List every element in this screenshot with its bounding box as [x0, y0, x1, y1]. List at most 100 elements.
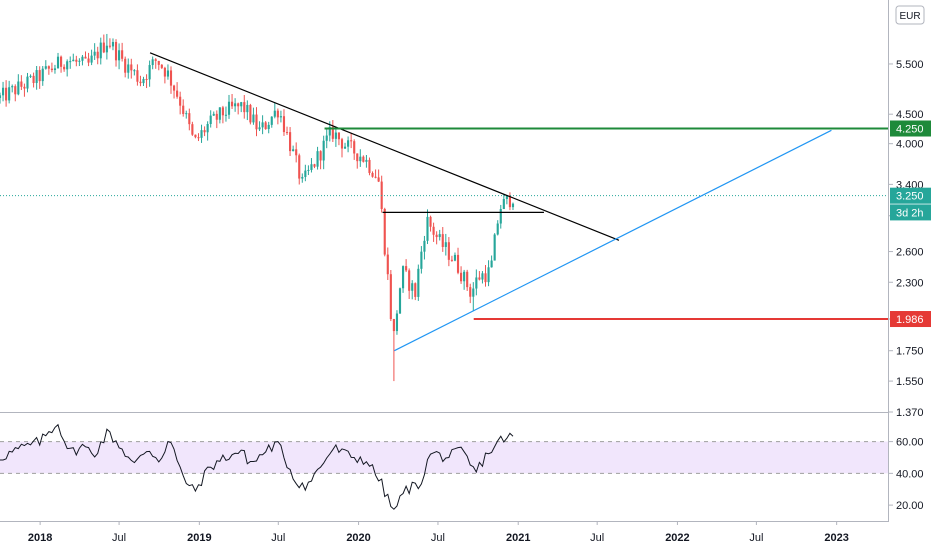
currency-button[interactable]: EUR: [895, 5, 925, 25]
currency-label: EUR: [899, 11, 920, 22]
candle-body: [463, 271, 466, 282]
candle-body: [279, 116, 282, 118]
candle-body: [508, 195, 512, 208]
candle-body: [237, 103, 240, 107]
candle-body: [496, 223, 499, 235]
candle-body: [163, 67, 166, 77]
price-scale-background: [889, 0, 932, 522]
price-tick-label: 1.750: [896, 346, 924, 358]
candle-body: [136, 70, 139, 82]
candle-body: [185, 113, 188, 115]
candle-body: [365, 159, 368, 162]
candle-body: [270, 116, 273, 125]
candle-body: [176, 90, 179, 97]
candle-body: [328, 126, 331, 136]
candle-body: [142, 78, 145, 84]
candle-body: [84, 56, 87, 59]
time-tick-label: 2023: [824, 532, 848, 544]
candle-body: [53, 68, 57, 71]
candle-body: [466, 271, 469, 288]
candle-body: [398, 288, 402, 314]
price-badges: 4.250 3.250 3d 2h 1.986: [890, 120, 931, 328]
time-axis[interactable]: 2018 Jul 2019 Jul 2020 Jul 2021 Jul 2022 Jul 2023: [28, 521, 849, 544]
candle-body: [401, 266, 405, 289]
candle-body: [371, 172, 374, 177]
candle-body: [389, 274, 392, 320]
candle-body: [44, 66, 47, 69]
candle-body: [26, 76, 29, 89]
candle-body: [124, 58, 127, 73]
candle-body: [362, 156, 365, 162]
candle-body: [148, 65, 151, 80]
candle-body: [481, 273, 484, 280]
candle-body: [444, 242, 447, 247]
price-panel[interactable]: [0, 33, 889, 382]
candle-body: [417, 268, 420, 297]
time-tick-label: 2021: [506, 532, 530, 544]
time-tick-label: Jul: [590, 532, 604, 544]
candle-body: [8, 87, 11, 101]
candle-body: [157, 60, 160, 65]
rsi-panel[interactable]: [0, 423, 889, 510]
rsi-axis[interactable]: 60.00 40.00 20.00: [889, 437, 924, 513]
rsi-line: [0, 423, 514, 510]
price-tick-label: 1.550: [896, 376, 924, 388]
candle-body: [179, 96, 182, 106]
candle-body: [87, 58, 90, 63]
candle-body: [105, 45, 108, 53]
candle-body: [456, 254, 460, 273]
candle-body: [282, 116, 286, 133]
candle-body: [130, 64, 133, 71]
support-trendline[interactable]: [394, 129, 832, 352]
candle-body: [261, 122, 264, 128]
time-tick-label: 2020: [346, 532, 370, 544]
candle-body: [420, 251, 423, 269]
candle-body: [197, 137, 200, 139]
candle-body: [243, 102, 246, 113]
downtrend-line[interactable]: [149, 52, 620, 241]
candle-body: [230, 101, 234, 107]
candle-body: [331, 126, 334, 139]
candle-body: [14, 86, 17, 95]
candle-body: [313, 164, 316, 167]
candle-body: [423, 240, 426, 252]
candle-body: [56, 56, 60, 69]
candle-body: [111, 41, 115, 47]
drawings-layer: [0, 52, 889, 352]
countdown-badge: 3d 2h: [890, 204, 931, 221]
resistance-badge: 4.250: [890, 120, 931, 137]
candle-body: [478, 277, 481, 280]
candle-body: [121, 50, 124, 59]
candle-body: [307, 169, 310, 171]
candle-body: [502, 198, 505, 210]
candle-body: [169, 70, 173, 86]
candle-body: [203, 130, 206, 133]
candle-body: [108, 45, 111, 47]
last-price-badge-text: 3.250: [896, 191, 924, 203]
candle-body: [411, 283, 414, 291]
candle-body: [224, 114, 228, 116]
candle-body: [90, 55, 93, 63]
candle-body: [276, 110, 279, 118]
candle-body: [273, 110, 276, 117]
candle-body: [353, 141, 356, 154]
candle-body: [93, 51, 96, 56]
time-tick-label: Jul: [112, 532, 126, 544]
candle-body: [469, 287, 472, 297]
candle-body: [151, 59, 154, 66]
time-scale-background: [0, 522, 932, 550]
candle-body: [32, 75, 35, 84]
candle-body: [35, 70, 38, 84]
candle-body: [347, 140, 350, 147]
resistance-badge-text: 4.250: [896, 124, 924, 136]
time-tick-label: 2022: [665, 532, 689, 544]
candle-body: [408, 270, 411, 291]
candle-body: [383, 208, 386, 255]
candle-body: [285, 132, 289, 134]
candle-body: [301, 176, 304, 179]
price-tick-label: 4.500: [896, 109, 924, 121]
candle-body: [258, 127, 261, 130]
candle-body: [133, 70, 136, 72]
rsi-tick-label: 60.00: [896, 437, 924, 449]
candle-body: [154, 59, 157, 61]
